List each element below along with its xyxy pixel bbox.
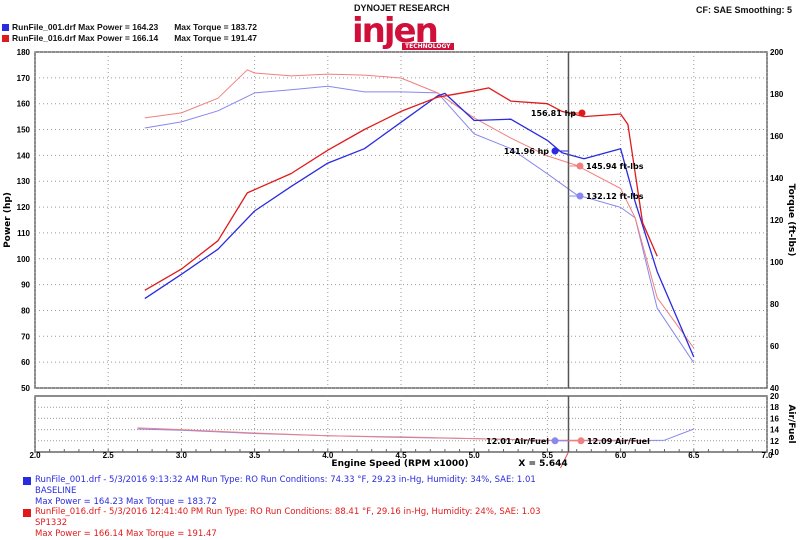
x-tick-label: 7.0 — [761, 451, 773, 460]
power-tick-label: 80 — [21, 306, 30, 315]
power-tick-label: 160 — [17, 100, 31, 109]
run1-summary: RunFile_001.drf Max Power = 164.23 — [12, 22, 159, 32]
run2-afr-line — [137, 427, 650, 442]
x-tick-label: 2.5 — [103, 451, 115, 460]
torque-tick-label: 40 — [770, 384, 779, 393]
run2-power-marker-label: 156.81 hp — [531, 109, 576, 118]
run1-torque-marker-label: 132.12 ft-lbs — [586, 192, 644, 201]
header-run1: RunFile_001.drf Max Power = 164.23 Max To… — [2, 22, 257, 32]
run2-power-marker-dot — [578, 109, 586, 117]
power-tick-label: 150 — [17, 126, 31, 135]
torque-tick-label: 100 — [770, 258, 784, 267]
run2-swatch — [2, 35, 9, 42]
power-tick-label: 130 — [17, 177, 31, 186]
x-axis-label: Engine Speed (RPM x1000) — [331, 459, 468, 469]
power-tick-label: 170 — [17, 74, 31, 83]
run1-power-line — [144, 92, 695, 358]
torque-tick-label: 180 — [770, 90, 784, 99]
run1-swatch — [2, 24, 9, 31]
run2-afr-marker-label: 12.09 Air/Fuel — [587, 437, 650, 446]
x-tick-label: 3.5 — [249, 451, 261, 460]
x-tick-label: 2.0 — [29, 451, 41, 460]
legend-run1-details: RunFile_001.drf - 5/3/2016 9:13:32 AM Ru… — [35, 475, 536, 485]
settings-info: CF: SAE Smoothing: 5 — [696, 5, 792, 15]
power-axis-label: Power (hp) — [3, 192, 13, 248]
legend-run1: RunFile_001.drf - 5/3/2016 9:13:32 AM Ru… — [23, 475, 536, 508]
run2-torque-marker-dot — [576, 162, 584, 170]
run2-max-torque: Max Torque = 191.47 — [174, 33, 257, 43]
power-tick-label: 60 — [21, 358, 30, 367]
legend-run2: RunFile_016.drf - 5/3/2016 12:41:40 PM R… — [23, 507, 541, 540]
run1-afr-marker-label: 12.01 Air/Fuel — [486, 437, 549, 446]
power-tick-label: 50 — [21, 384, 30, 393]
afr-tick-label: 14 — [770, 426, 779, 435]
power-tick-label: 90 — [21, 281, 30, 290]
afr-tick-label: 16 — [770, 414, 779, 423]
x-tick-label: 3.0 — [176, 451, 188, 460]
x-tick-label: 4.0 — [322, 451, 334, 460]
run1-power-marker-dot — [551, 147, 559, 155]
x-tick-label: 5.5 — [542, 451, 554, 460]
torque-tick-label: 200 — [770, 48, 784, 57]
run1-power-marker-label: 141.96 hp — [504, 147, 549, 156]
cursor-x-label: X = 5.644 — [518, 459, 567, 469]
run2-torque-marker-label: 145.94 ft-lbs — [586, 162, 644, 171]
run1-torque-line — [144, 85, 695, 364]
run2-power-line — [144, 87, 658, 291]
power-tick-label: 110 — [17, 229, 30, 238]
power-tick-label: 120 — [17, 203, 31, 212]
run1-afr-marker-dot — [551, 437, 559, 445]
power-tick-label: 100 — [17, 255, 31, 264]
run2-summary: RunFile_016.drf Max Power = 166.14 — [12, 33, 159, 43]
torque-tick-label: 120 — [770, 216, 784, 225]
run2-afr-marker-dot — [577, 437, 585, 445]
afr-tick-label: 10 — [770, 448, 779, 457]
power-tick-label: 140 — [17, 151, 31, 160]
x-tick-label: 6.5 — [688, 451, 700, 460]
afr-tick-label: 20 — [770, 392, 779, 401]
power-tick-label: 180 — [17, 48, 31, 57]
legend-run1-swatch — [23, 477, 31, 485]
x-tick-label: 6.0 — [615, 451, 627, 460]
legend-run2-name: SP1332 — [35, 518, 68, 528]
torque-tick-label: 140 — [770, 174, 784, 183]
header-run2: RunFile_016.drf Max Power = 166.14 Max To… — [2, 33, 257, 43]
run1-torque-marker-dot — [576, 192, 584, 200]
run1-max-torque: Max Torque = 183.72 — [174, 22, 257, 32]
torque-tick-label: 160 — [770, 132, 784, 141]
cursor-pointer — [560, 451, 569, 469]
company-name: DYNOJET RESEARCH — [354, 3, 450, 13]
afr-axis-label: Air/Fuel — [786, 404, 796, 443]
legend-run1-name: BASELINE — [35, 486, 77, 496]
legend-run1-max: Max Power = 164.23 Max Torque = 183.72 — [35, 497, 217, 507]
torque-tick-label: 80 — [770, 300, 779, 309]
legend-run2-swatch — [23, 509, 31, 517]
power-tick-label: 70 — [21, 332, 30, 341]
logo-subtext: TECHNOLOGY — [402, 43, 454, 50]
x-tick-label: 4.5 — [395, 451, 407, 460]
legend-run2-max: Max Power = 166.14 Max Torque = 191.47 — [35, 529, 217, 539]
run2-torque-line — [144, 69, 695, 349]
legend-run2-details: RunFile_016.drf - 5/3/2016 12:41:40 PM R… — [35, 507, 541, 517]
x-tick-label: 5.0 — [469, 451, 481, 460]
torque-axis-label: Torque (ft-lbs) — [786, 184, 796, 257]
injen-logo: injen TECHNOLOGY — [352, 11, 454, 54]
afr-tick-label: 12 — [770, 437, 779, 446]
logo-text: injen — [352, 11, 439, 51]
torque-tick-label: 60 — [770, 342, 779, 351]
afr-tick-label: 18 — [770, 403, 779, 412]
